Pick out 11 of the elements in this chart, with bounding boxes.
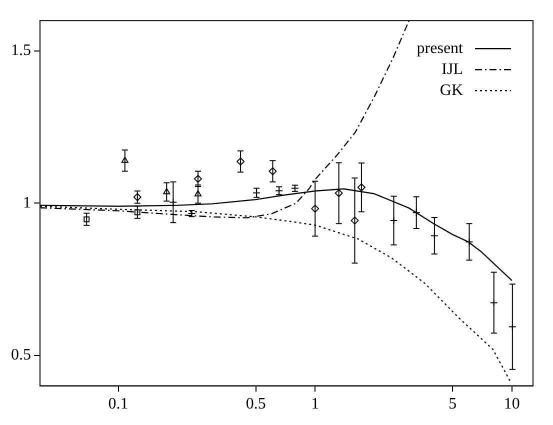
x-tick-label: 1	[311, 396, 320, 413]
y-tick-label: 1.5	[11, 42, 31, 60]
legend-label: GK	[440, 82, 464, 99]
x-tick-label: 0.1	[108, 396, 128, 413]
legend-label: present	[416, 40, 464, 57]
x-tick-label: 10	[504, 396, 520, 413]
y-tick-label: 0.5	[11, 346, 31, 364]
y-tick-label: 1	[23, 194, 31, 212]
legend-label: IJL	[442, 60, 463, 78]
x-tick-label: 5	[448, 396, 457, 413]
x-tick-label: 0.5	[246, 396, 266, 413]
